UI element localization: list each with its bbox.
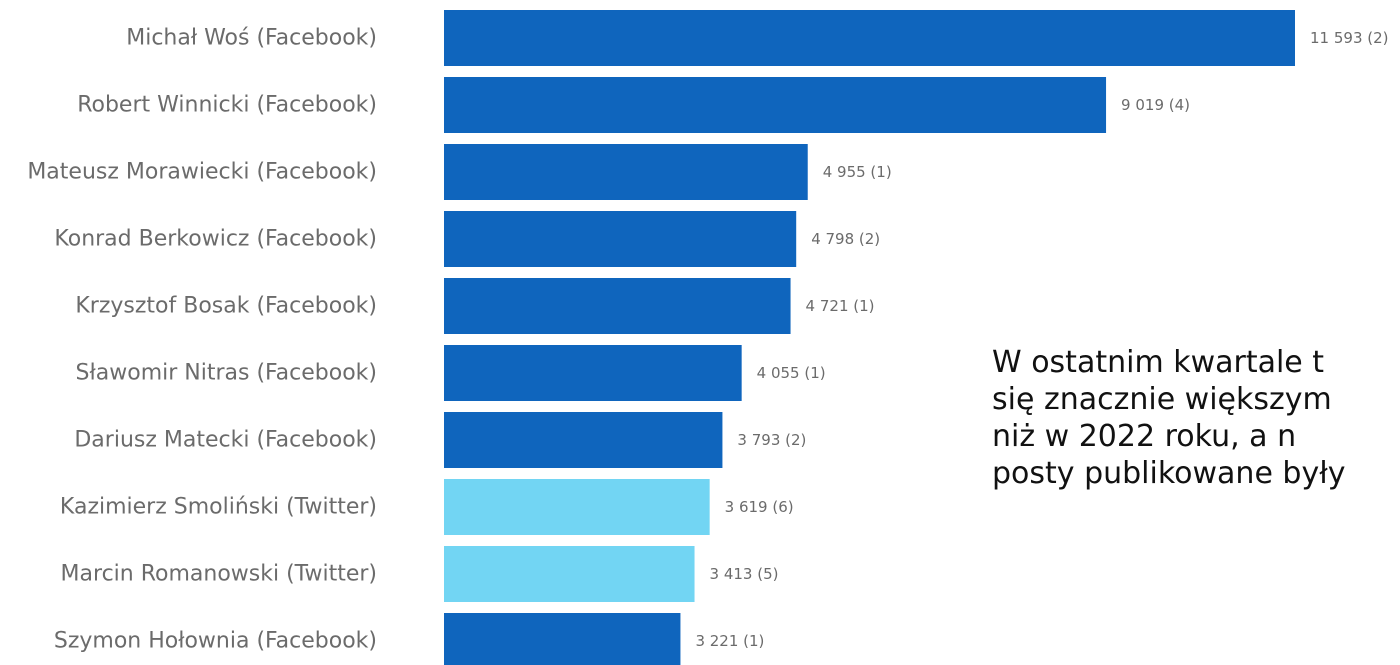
annotation-line-2: się znacznie większym	[992, 382, 1332, 417]
bars	[444, 10, 1295, 665]
bar	[444, 278, 791, 334]
value-label: 11 593 (2)	[1310, 29, 1389, 47]
category-label: Mateusz Morawiecki (Facebook)	[27, 160, 377, 185]
value-label: 3 413 (5)	[710, 565, 779, 583]
category-label: Marcin Romanowski (Twitter)	[61, 562, 377, 587]
value-label: 3 221 (1)	[695, 632, 764, 650]
bar	[444, 613, 681, 665]
category-label: Robert Winnicki (Facebook)	[77, 93, 377, 118]
category-label: Michał Woś (Facebook)	[126, 26, 377, 51]
value-label: 3 793 (2)	[737, 431, 806, 449]
bar	[444, 211, 797, 267]
bar	[444, 546, 695, 602]
value-labels: 11 593 (2) 9 019 (4) 4 955 (1) 4 798 (2) 4 7…	[695, 29, 1388, 650]
category-labels: Michał Woś (Facebook) Robert Winnicki (Fa…	[27, 26, 377, 654]
bar	[444, 345, 742, 401]
annotation-line-3: niż w 2022 roku, a n	[992, 419, 1297, 454]
bar	[444, 144, 808, 200]
category-label: Sławomir Nitras (Facebook)	[76, 361, 377, 386]
category-label: Szymon Hołownia (Facebook)	[54, 629, 377, 654]
value-label: 4 798 (2)	[811, 230, 880, 248]
annotation-line-1: W ostatnim kwartale t	[992, 345, 1325, 380]
category-label: Kazimierz Smoliński (Twitter)	[60, 495, 377, 520]
category-label: Dariusz Matecki (Facebook)	[74, 428, 377, 453]
category-label: Konrad Berkowicz (Facebook)	[54, 227, 377, 252]
value-label: 4 955 (1)	[823, 163, 892, 181]
value-label: 4 721 (1)	[806, 297, 875, 315]
annotation-line-4: posty publikowane były	[992, 456, 1346, 491]
category-label: Krzysztof Bosak (Facebook)	[75, 294, 377, 319]
bar	[444, 77, 1107, 133]
value-label: 4 055 (1)	[757, 364, 826, 382]
bar	[444, 412, 723, 468]
annotation-text: W ostatnim kwartale t się znacznie więks…	[992, 344, 1400, 492]
bar	[444, 10, 1295, 66]
value-label: 9 019 (4)	[1121, 96, 1190, 114]
value-label: 3 619 (6)	[725, 498, 794, 516]
bar	[444, 479, 710, 535]
